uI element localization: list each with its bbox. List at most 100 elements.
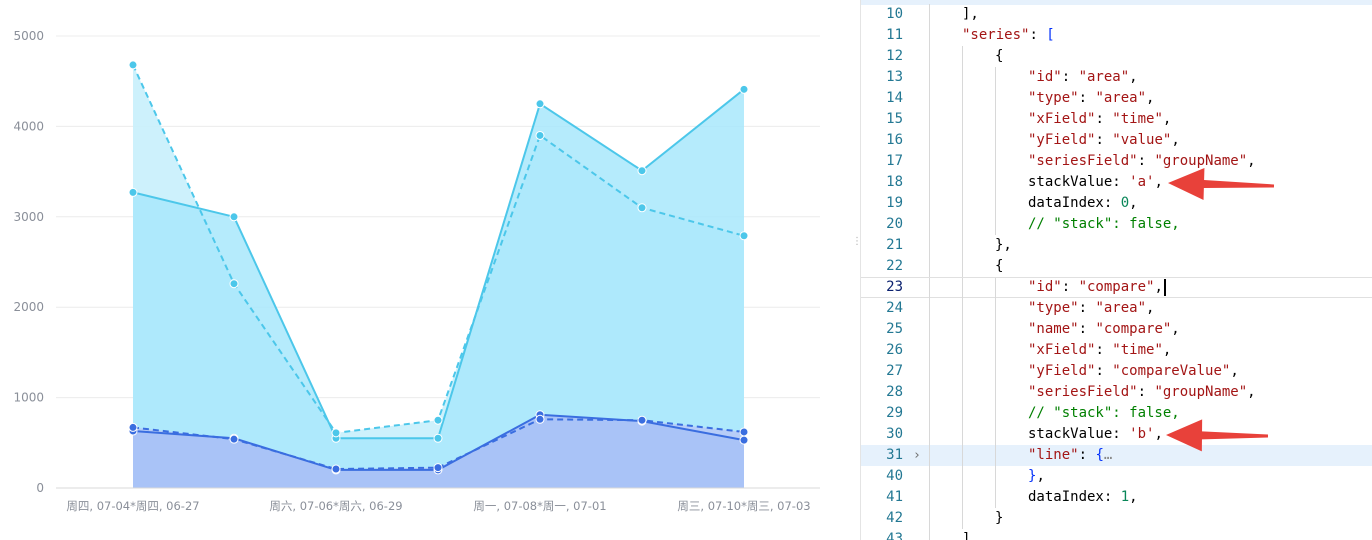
data-point[interactable] xyxy=(740,436,748,444)
code-token: 1 xyxy=(1121,489,1129,505)
code-line[interactable]: 25 "name": "compare", xyxy=(861,319,1372,340)
code-token: : xyxy=(1104,489,1121,505)
code-line[interactable]: 10], xyxy=(861,4,1372,25)
data-point[interactable] xyxy=(638,416,646,424)
code-line[interactable]: 23 "id": "compare", xyxy=(861,277,1372,298)
code-editor[interactable]: 10], 11 "series": [12{13 "id": "area", 14 "ty… xyxy=(860,0,1372,540)
indent-guide xyxy=(995,424,996,445)
data-point[interactable] xyxy=(740,428,748,436)
code-token: , xyxy=(1129,69,1137,85)
code-line[interactable]: 20 // "stack": false, xyxy=(861,214,1372,235)
code-line[interactable]: 14 "type": "area", xyxy=(861,88,1372,109)
data-point[interactable] xyxy=(638,204,646,212)
indent-guide xyxy=(929,88,930,109)
data-point[interactable] xyxy=(638,167,646,175)
code-token: "line" xyxy=(1028,447,1079,463)
code-line[interactable]: 12 { xyxy=(861,46,1372,67)
code-line[interactable]: 31 › "line": {… xyxy=(861,445,1372,466)
code-line[interactable]: 41 dataIndex: 1, xyxy=(861,487,1372,508)
code-token: : xyxy=(1138,384,1155,400)
fold-chevron-icon[interactable]: › xyxy=(913,445,925,466)
indent-guide xyxy=(995,109,996,130)
code-line[interactable]: 27 "yField": "compareValue", xyxy=(861,361,1372,382)
line-number: 14 xyxy=(861,88,903,109)
data-point[interactable] xyxy=(434,416,442,424)
code-line[interactable]: 16 "yField": "value", xyxy=(861,130,1372,151)
code-token: : xyxy=(1104,195,1121,211)
line-number: 28 xyxy=(861,382,903,403)
code-line[interactable]: 29 // "stack": false, xyxy=(861,403,1372,424)
line-number: 43 xyxy=(861,529,903,540)
indent-guide xyxy=(929,508,930,529)
code-token: { xyxy=(995,258,1003,274)
code-line[interactable]: 26 "xField": "time", xyxy=(861,340,1372,361)
code-token: 'a' xyxy=(1129,174,1154,190)
splitter-grip-icon[interactable]: ⋮ xyxy=(852,238,860,254)
indent-guide xyxy=(995,361,996,382)
code-token: "seriesField" xyxy=(1028,153,1138,169)
data-point[interactable] xyxy=(230,213,238,221)
indent-guide xyxy=(995,130,996,151)
code-line[interactable]: 17 "seriesField": "groupName", xyxy=(861,151,1372,172)
code-token: 0 xyxy=(1121,195,1129,211)
indent-guide xyxy=(962,319,963,340)
text-cursor xyxy=(1164,279,1166,296)
code-line[interactable]: 11 "series": [ xyxy=(861,25,1372,46)
code-token: "xField" xyxy=(1028,342,1095,358)
code-text: "yField": "value", xyxy=(1028,130,1180,151)
code-line[interactable]: 28 "seriesField": "groupName", xyxy=(861,382,1372,403)
indent-guide xyxy=(962,361,963,382)
data-point[interactable] xyxy=(332,429,340,437)
indent-guide xyxy=(929,235,930,256)
code-token: "area" xyxy=(1095,90,1146,106)
code-token: , xyxy=(1154,174,1162,190)
y-tick-label: 1000 xyxy=(13,391,44,405)
indent-guide xyxy=(929,25,930,46)
code-text: dataIndex: 1, xyxy=(1028,487,1138,508)
data-point[interactable] xyxy=(536,100,544,108)
code-line[interactable]: 18 stackValue: 'a', xyxy=(861,172,1372,193)
code-token: : xyxy=(1095,132,1112,148)
code-token: "type" xyxy=(1028,300,1079,316)
pane-splitter[interactable]: ⋮ xyxy=(852,0,860,540)
code-text: "seriesField": "groupName", xyxy=(1028,151,1256,172)
code-line[interactable]: 19 dataIndex: 0, xyxy=(861,193,1372,214)
data-point[interactable] xyxy=(230,435,238,443)
data-point[interactable] xyxy=(332,465,340,473)
code-line[interactable]: 40}, xyxy=(861,466,1372,487)
code-token: "area" xyxy=(1095,300,1146,316)
data-point[interactable] xyxy=(434,434,442,442)
data-point[interactable] xyxy=(740,85,748,93)
code-line[interactable]: 43], xyxy=(861,529,1372,540)
indent-guide xyxy=(962,67,963,88)
code-token: } xyxy=(995,510,1003,526)
code-token: "series" xyxy=(962,27,1029,43)
code-line[interactable]: 13 "id": "area", xyxy=(861,67,1372,88)
code-line[interactable]: 42} xyxy=(861,508,1372,529)
code-line[interactable]: 30 stackValue: 'b', xyxy=(861,424,1372,445)
area-chart: 5000 4000 3000 2000 1000 0 周四, 07-04*周四, 06-27… xyxy=(0,0,852,540)
code-line[interactable]: 22 { xyxy=(861,256,1372,277)
code-line[interactable]: 15 "xField": "time", xyxy=(861,109,1372,130)
indent-guide xyxy=(962,298,963,319)
data-point[interactable] xyxy=(129,61,137,69)
code-token: [ xyxy=(1046,27,1054,43)
data-point[interactable] xyxy=(740,232,748,240)
data-point[interactable] xyxy=(536,131,544,139)
code-text: "id": "area", xyxy=(1028,67,1138,88)
data-point[interactable] xyxy=(434,464,442,472)
code-line[interactable]: 24 "type": "area", xyxy=(861,298,1372,319)
code-token: : xyxy=(1079,321,1096,337)
data-point[interactable] xyxy=(536,415,544,423)
line-number: 15 xyxy=(861,109,903,130)
code-token: { xyxy=(995,48,1003,64)
data-point[interactable] xyxy=(129,423,137,431)
code-token: "xField" xyxy=(1028,111,1095,127)
code-token: "compare" xyxy=(1095,321,1171,337)
code-token: , xyxy=(1154,279,1162,295)
indent-guide xyxy=(962,278,963,299)
data-point[interactable] xyxy=(129,188,137,196)
x-tick-label: 周四, 07-04*周四, 06-27 xyxy=(66,499,199,513)
data-point[interactable] xyxy=(230,280,238,288)
code-line[interactable]: 21}, xyxy=(861,235,1372,256)
